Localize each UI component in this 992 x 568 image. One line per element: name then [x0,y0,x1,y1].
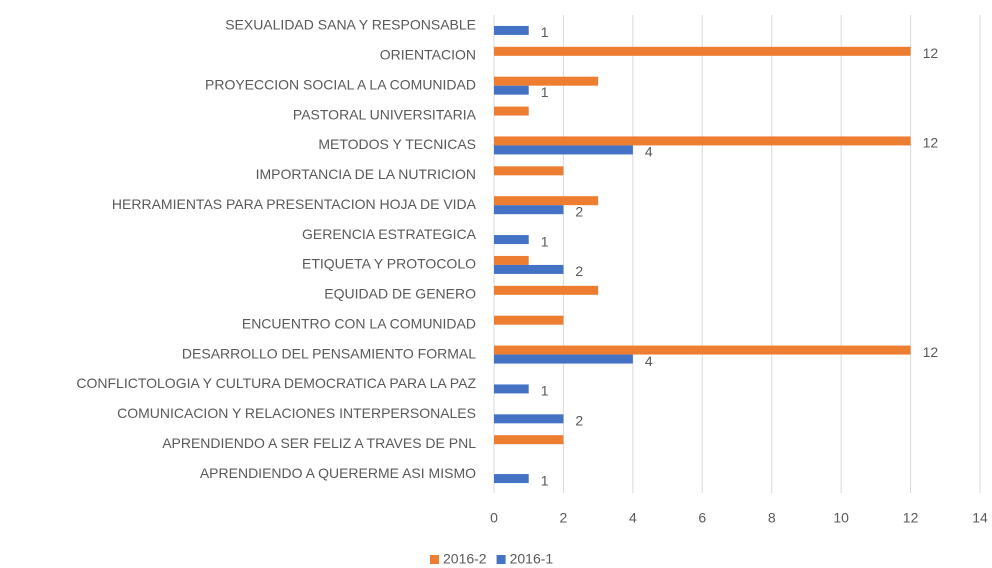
x-tick-label: 6 [698,510,706,526]
bar [494,264,564,274]
y-tick-label: PASTORAL UNIVERSITARIA [293,106,477,122]
y-tick-label: EQUIDAD DE GENERO [324,286,476,302]
bar [494,136,911,146]
bar [494,235,529,245]
y-tick-label: CONFLICTOLOGIA Y CULTURA DEMOCRATICA PAR… [76,375,476,391]
bar [494,196,599,206]
data-label: 1 [541,233,549,249]
legend-swatch [430,555,439,564]
bar [494,145,633,155]
x-tick-label: 14 [972,510,988,526]
x-tick-label: 0 [490,510,498,526]
data-label: 1 [541,84,549,100]
data-label: 2 [575,413,583,429]
y-tick-label: HERRAMIENTAS PARA PRESENTACION HOJA DE V… [112,196,477,212]
bar [494,435,564,445]
x-tick-label: 10 [833,510,849,526]
bar [494,76,599,86]
data-label: 1 [541,472,549,488]
bar [494,85,529,95]
legend-label: 2016-2 [443,551,487,567]
bar [494,205,564,215]
y-tick-label: PROYECCION SOCIAL A LA COMUNIDAD [205,76,476,92]
y-tick-label: SEXUALIDAD SANA Y RESPONSABLE [225,17,476,33]
data-label: 4 [645,144,653,160]
bar [494,25,529,35]
y-tick-label: GERENCIA ESTRATEGICA [302,226,477,242]
data-label: 1 [541,383,549,399]
data-label: 4 [645,353,653,369]
bar [494,166,564,176]
x-tick-label: 4 [629,510,637,526]
y-tick-label: ETIQUETA Y PROTOCOLO [302,256,476,272]
bar [494,106,529,116]
data-label: 12 [923,45,939,61]
y-tick-label: IMPORTANCIA DE LA NUTRICION [256,166,476,182]
bar [494,46,911,56]
x-tick-label: 2 [560,510,568,526]
y-tick-label: ORIENTACION [380,47,476,63]
y-tick-label: METODOS Y TECNICAS [318,136,476,152]
x-tick-label: 12 [903,510,919,526]
legend-swatch [496,555,506,564]
y-tick-label: APRENDIENDO A SER FELIZ A TRAVES DE PNL [162,435,476,451]
data-label: 12 [923,135,939,151]
bar [494,345,911,355]
y-tick-label: COMUNICACION Y RELACIONES INTERPERSONALE… [117,405,476,421]
bar [494,255,529,265]
data-label: 1 [541,24,549,40]
bar [494,384,529,394]
bar [494,315,564,325]
y-tick-label: DESARROLLO DEL PENSAMIENTO FORMAL [182,345,476,361]
bar [494,474,529,484]
data-label: 2 [575,263,583,279]
bar [494,414,564,424]
bar [494,354,633,364]
y-tick-label: APRENDIENDO A QUERERME ASI MISMO [200,465,476,481]
data-label: 2 [575,203,583,219]
data-label: 12 [923,344,939,360]
y-tick-label: ENCUENTRO CON LA COMUNIDAD [242,315,476,331]
x-tick-label: 8 [768,510,776,526]
bar [494,285,599,295]
legend-label: 2016-1 [510,551,554,567]
